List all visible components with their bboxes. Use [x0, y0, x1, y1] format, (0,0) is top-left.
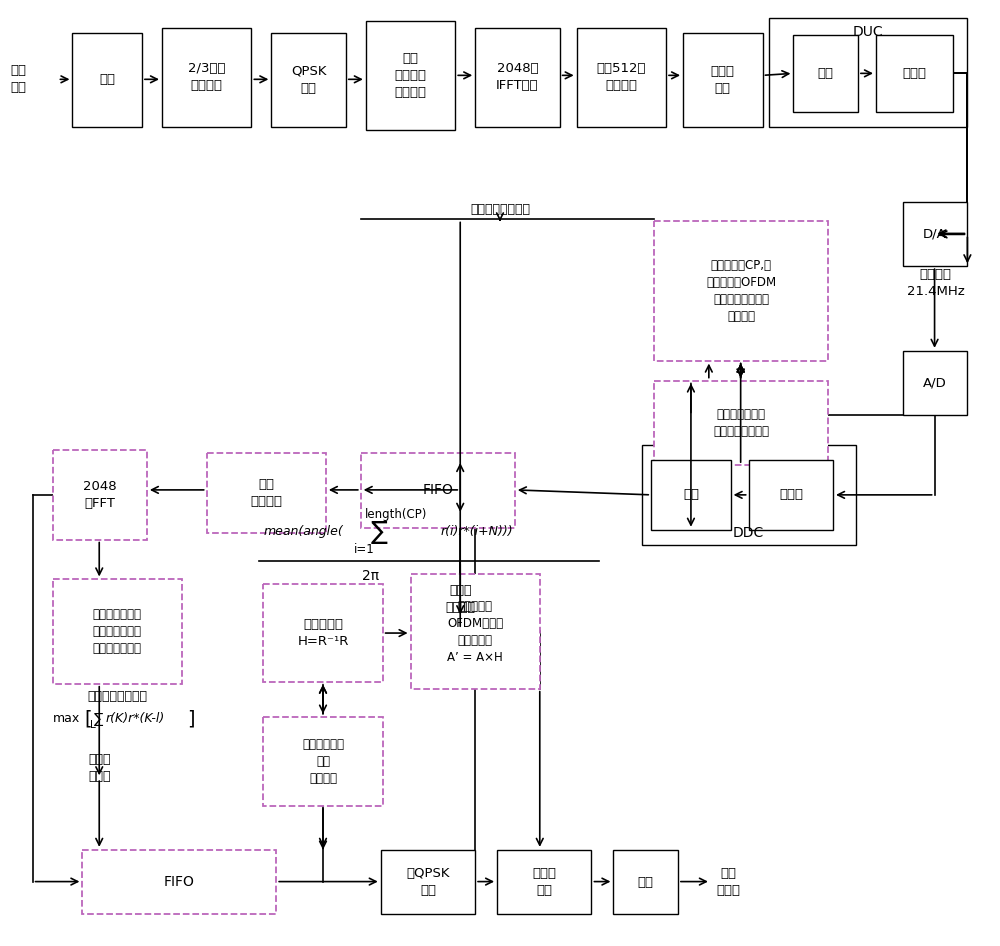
Text: 插值: 插值 [818, 67, 834, 79]
Bar [654, 221, 828, 360]
Bar [903, 201, 967, 266]
Text: QPSK
映射: QPSK 映射 [291, 65, 326, 95]
Text: DUC: DUC [853, 25, 883, 39]
Bar [162, 27, 251, 127]
Bar [683, 32, 763, 127]
Bar [361, 453, 515, 528]
Text: 维特比
译码: 维特比 译码 [532, 867, 556, 897]
Text: D/A: D/A [923, 227, 947, 240]
Bar [207, 453, 326, 533]
Bar [82, 850, 276, 915]
Bar [411, 574, 540, 689]
Text: A/D: A/D [923, 377, 947, 390]
Bar [749, 460, 833, 530]
Text: 提取训练序列
进行
信道估计: 提取训练序列 进行 信道估计 [302, 738, 344, 785]
Bar [903, 351, 967, 415]
Text: 利用训练的CP,在
时域对每个OFDM
符号进行小数倍的
频偏估计: 利用训练的CP,在 时域对每个OFDM 符号进行小数倍的 频偏估计 [706, 259, 776, 324]
Bar [381, 850, 475, 915]
Bar [263, 716, 383, 806]
Bar [651, 460, 731, 530]
Text: 解扰: 解扰 [638, 876, 654, 888]
Text: 发送
数据: 发送 数据 [11, 64, 27, 95]
Bar [654, 380, 828, 465]
Text: ]: ] [187, 710, 194, 728]
Bar [52, 450, 147, 539]
Text: 对帧内其他
OFDM符号进
行均衡补偿
A’ = A×H: 对帧内其他 OFDM符号进 行均衡补偿 A’ = A×H [447, 600, 503, 663]
Bar [613, 850, 678, 915]
Text: 峰均比
抑制: 峰均比 抑制 [711, 65, 735, 95]
Text: ∑: ∑ [94, 711, 104, 726]
Text: 2048
点FFT: 2048 点FFT [83, 480, 117, 510]
Bar [769, 18, 967, 127]
Text: i=1: i=1 [353, 543, 374, 556]
Text: 整数倍
偏补偿: 整数倍 偏补偿 [88, 753, 110, 783]
Text: 2048点
IFFT变换: 2048点 IFFT变换 [496, 62, 539, 93]
Bar [577, 27, 666, 127]
Text: DDC: DDC [733, 526, 764, 539]
Bar [263, 585, 383, 682]
Bar [876, 35, 953, 113]
Bar [366, 21, 455, 130]
Text: 2π: 2π [362, 569, 379, 584]
Text: 上变频: 上变频 [903, 67, 927, 79]
Text: 小数倍
频偏补偿: 小数倍 频偏补偿 [445, 585, 475, 614]
Bar [793, 35, 858, 113]
Text: max: max [52, 712, 80, 725]
Text: 插入512点
循环前缀: 插入512点 循环前缀 [597, 62, 646, 93]
Text: 利用本地训练序
列，进行定时同步: 利用本地训练序 列，进行定时同步 [713, 408, 769, 438]
Text: L: L [90, 720, 96, 729]
Text: 2/3码率
卷积编码: 2/3码率 卷积编码 [188, 62, 225, 93]
Bar [271, 32, 346, 127]
Text: r(i)r*(i+N))): r(i)r*(i+N))) [440, 525, 513, 538]
Text: 加扰: 加扰 [99, 74, 115, 86]
Text: r(K)r*(K-l): r(K)r*(K-l) [105, 712, 164, 725]
Bar [72, 32, 142, 127]
Text: 信道估计值
H=R⁻¹R: 信道估计值 H=R⁻¹R [297, 618, 349, 648]
Text: 解QPSK
映射: 解QPSK 映射 [406, 867, 450, 897]
Text: FIFO: FIFO [164, 875, 195, 889]
Text: 利用本地训练序
列在频域进行整
数倍的频偏估计: 利用本地训练序 列在频域进行整 数倍的频偏估计 [93, 608, 142, 655]
Bar [642, 446, 856, 545]
Text: 小数倍频偏估计值: 小数倍频偏估计值 [470, 203, 530, 216]
Bar [497, 850, 591, 915]
Text: length(CP): length(CP) [364, 508, 427, 521]
Bar [475, 27, 560, 127]
Text: [: [ [84, 710, 92, 728]
Text: 接收
的数据: 接收 的数据 [717, 867, 741, 897]
Text: ∑: ∑ [370, 519, 387, 544]
Text: FIFO: FIFO [422, 483, 453, 498]
Text: mean(angle(: mean(angle( [263, 525, 343, 538]
Text: 整数倍频偏估计值: 整数倍频偏估计值 [87, 691, 147, 703]
Bar [52, 579, 182, 684]
Text: 插入
训练序列
与空载波: 插入 训练序列 与空载波 [394, 52, 426, 98]
Text: 中频信号
21.4MHz: 中频信号 21.4MHz [907, 268, 964, 298]
Text: 下变频: 下变频 [779, 488, 803, 501]
Text: 去除
循环前缀: 去除 循环前缀 [250, 478, 282, 508]
Text: 抽取: 抽取 [683, 488, 699, 501]
